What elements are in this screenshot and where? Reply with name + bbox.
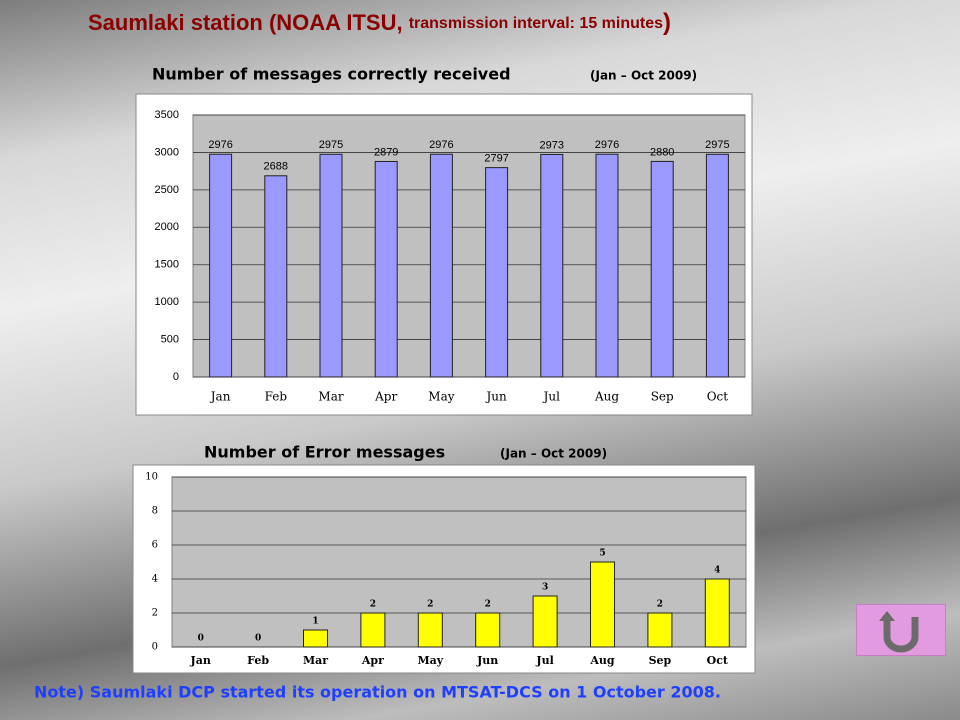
x-tick-label: Jan — [209, 390, 231, 404]
data-label: 1 — [312, 617, 318, 627]
title-part: NOAA ITSU, — [276, 10, 408, 35]
bar — [209, 153, 233, 378]
x-tick-label: Oct — [707, 654, 729, 667]
bar — [704, 578, 730, 648]
y-tick-label: 4 — [152, 574, 158, 585]
bar — [360, 612, 386, 648]
bar — [319, 153, 343, 378]
note: Note) Saumlaki DCP started its operation… — [34, 683, 721, 702]
bar — [475, 612, 501, 648]
data-label: 2973 — [540, 139, 564, 151]
data-label: 2879 — [374, 146, 398, 158]
y-tick-label: 3500 — [155, 109, 179, 121]
x-tick-label: Jul — [535, 654, 553, 667]
y-tick-label: 1500 — [155, 259, 179, 271]
data-label: 2975 — [319, 139, 343, 151]
return-button[interactable] — [856, 604, 946, 656]
y-tick-label: 500 — [161, 333, 179, 345]
data-label: 2688 — [264, 161, 288, 173]
u-turn-arrow — [883, 617, 919, 653]
bar — [590, 561, 615, 648]
data-label: 0 — [255, 634, 261, 644]
x-tick-label: May — [428, 390, 454, 404]
bar — [374, 160, 398, 378]
bar — [647, 612, 673, 648]
y-tick-label: 10 — [145, 472, 158, 483]
title-part: Saumlaki station ( — [88, 10, 277, 35]
x-tick-label: Feb — [265, 390, 288, 404]
x-tick-label: May — [417, 654, 443, 667]
arrow-head — [879, 611, 895, 621]
data-label: 2 — [485, 600, 491, 610]
data-label: 4 — [714, 566, 720, 576]
x-tick-label: Aug — [589, 654, 615, 667]
data-label: 2975 — [705, 139, 729, 151]
bar — [705, 153, 729, 378]
data-label: 2976 — [429, 139, 453, 151]
bar — [540, 153, 564, 378]
x-tick-label: Mar — [303, 654, 328, 667]
bar — [485, 167, 509, 378]
x-tick-label: Jan — [190, 654, 211, 667]
title-part: transmission interval: 15 minutes — [409, 15, 663, 32]
x-tick-label: Apr — [361, 654, 384, 667]
data-label: 5 — [599, 549, 605, 559]
bar — [264, 175, 288, 378]
y-tick-label: 0 — [152, 642, 158, 653]
y-tick-label: 2000 — [155, 221, 179, 233]
data-label: 2976 — [208, 139, 232, 151]
bar — [417, 612, 443, 648]
chart-subtitle: (Jan – Oct 2009) — [590, 69, 697, 83]
x-tick-label: Aug — [594, 390, 619, 404]
y-tick-label: 6 — [152, 540, 158, 551]
y-tick-label: 3000 — [155, 146, 179, 158]
data-label: 2797 — [484, 153, 508, 165]
bar — [532, 595, 558, 648]
x-tick-label: Sep — [651, 390, 674, 404]
bar — [650, 160, 674, 378]
y-tick-label: 0 — [173, 371, 179, 383]
x-tick-label: Mar — [318, 390, 343, 404]
x-tick-label: Apr — [374, 390, 397, 404]
x-tick-label: Feb — [247, 654, 269, 667]
y-tick-label: 2500 — [155, 184, 179, 196]
data-label: 0 — [198, 634, 204, 644]
bar — [429, 153, 453, 378]
slide-title: Saumlaki station (NOAA ITSU, transmissio… — [88, 9, 671, 36]
data-label: 3 — [542, 583, 548, 593]
x-tick-label: Oct — [707, 390, 729, 404]
data-label: 2 — [370, 600, 376, 610]
data-label: 2 — [657, 600, 663, 610]
y-tick-label: 1000 — [155, 296, 179, 308]
chart-title: Number of Error messages — [204, 443, 445, 462]
x-tick-label: Jun — [476, 654, 498, 667]
data-label: 2880 — [650, 146, 674, 158]
x-tick-label: Jun — [484, 390, 507, 404]
chart-subtitle: (Jan – Oct 2009) — [500, 447, 607, 461]
bar — [303, 629, 328, 648]
data-label: 2976 — [595, 139, 619, 151]
return-icon — [879, 611, 919, 653]
chart-title: Number of messages correctly received — [152, 65, 511, 84]
title-part: ) — [663, 9, 671, 36]
x-tick-label: Sep — [649, 654, 672, 667]
bar — [595, 153, 619, 378]
x-tick-label: Jul — [542, 390, 561, 404]
y-tick-label: 8 — [152, 506, 158, 517]
y-tick-label: 2 — [152, 608, 158, 619]
data-label: 2 — [427, 600, 433, 610]
